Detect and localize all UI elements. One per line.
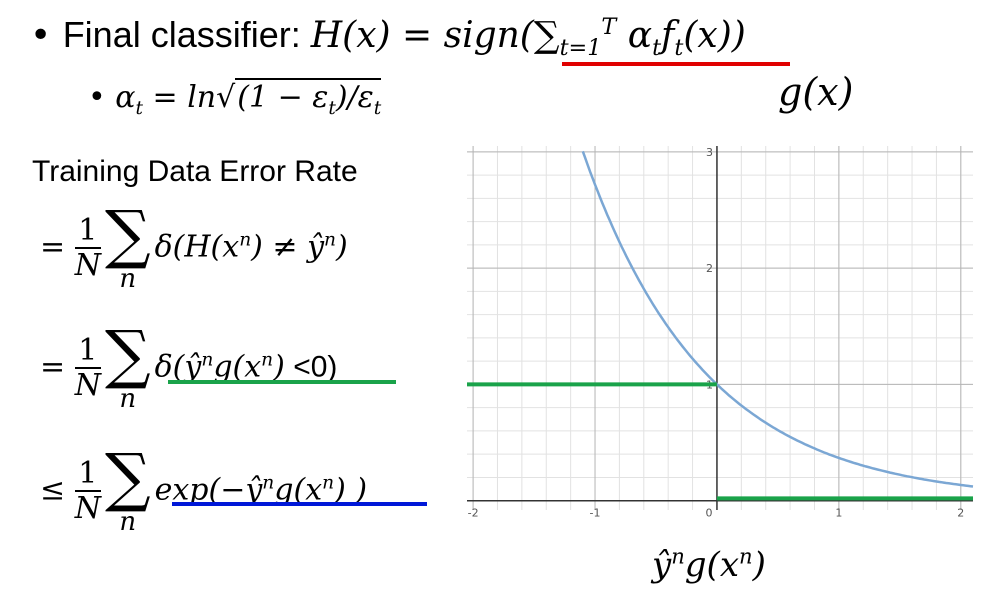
exp-loss-curve bbox=[581, 150, 974, 488]
gx-label: g(x) bbox=[778, 70, 854, 114]
sum-over-n: ∑ n bbox=[104, 198, 151, 294]
error-row-2: = 1 N ∑ n δ(ŷng(xn) <0) bbox=[40, 318, 338, 414]
alpha-definition: • αt = ln√(1 − εt)/εt bbox=[88, 78, 382, 119]
x-tick-label: -2 bbox=[468, 507, 479, 520]
error-rate-title: Training Data Error Rate bbox=[32, 155, 358, 188]
y-tick-label: 3 bbox=[706, 146, 713, 159]
error-row-1: = 1 N ∑ n δ(H(xn) ≠ ŷn) bbox=[40, 198, 348, 294]
x-tick-label: -1 bbox=[590, 507, 601, 520]
y-tick-label: 2 bbox=[706, 262, 713, 275]
classifier-line: • Final classifier: H(x) = sign(∑t=1T αt… bbox=[30, 14, 746, 62]
delta-green-underline bbox=[168, 380, 396, 384]
sum-over-n: ∑ n bbox=[104, 318, 151, 414]
bullet-icon: • bbox=[30, 15, 52, 56]
bullet-icon: • bbox=[88, 80, 106, 115]
sum-red-underline bbox=[562, 62, 790, 66]
x-tick-label: 1 bbox=[835, 507, 842, 520]
sum-over-n: ∑ n bbox=[104, 441, 151, 537]
x-tick-label: 2 bbox=[957, 507, 964, 520]
x-tick-label: 0 bbox=[705, 507, 712, 520]
exp-loss-plot: -2-1012123 bbox=[467, 146, 974, 520]
classifier-formula: H(x) = sign(∑t=1T αtft(x)) bbox=[310, 14, 746, 62]
exp-blue-underline bbox=[172, 502, 427, 506]
classifier-label: Final classifier: bbox=[62, 14, 311, 55]
x-axis-label: ŷng(xn) bbox=[652, 543, 766, 585]
error-row-3: ≤ 1 N ∑ n exp(−ŷng(xn) ) bbox=[40, 441, 368, 537]
